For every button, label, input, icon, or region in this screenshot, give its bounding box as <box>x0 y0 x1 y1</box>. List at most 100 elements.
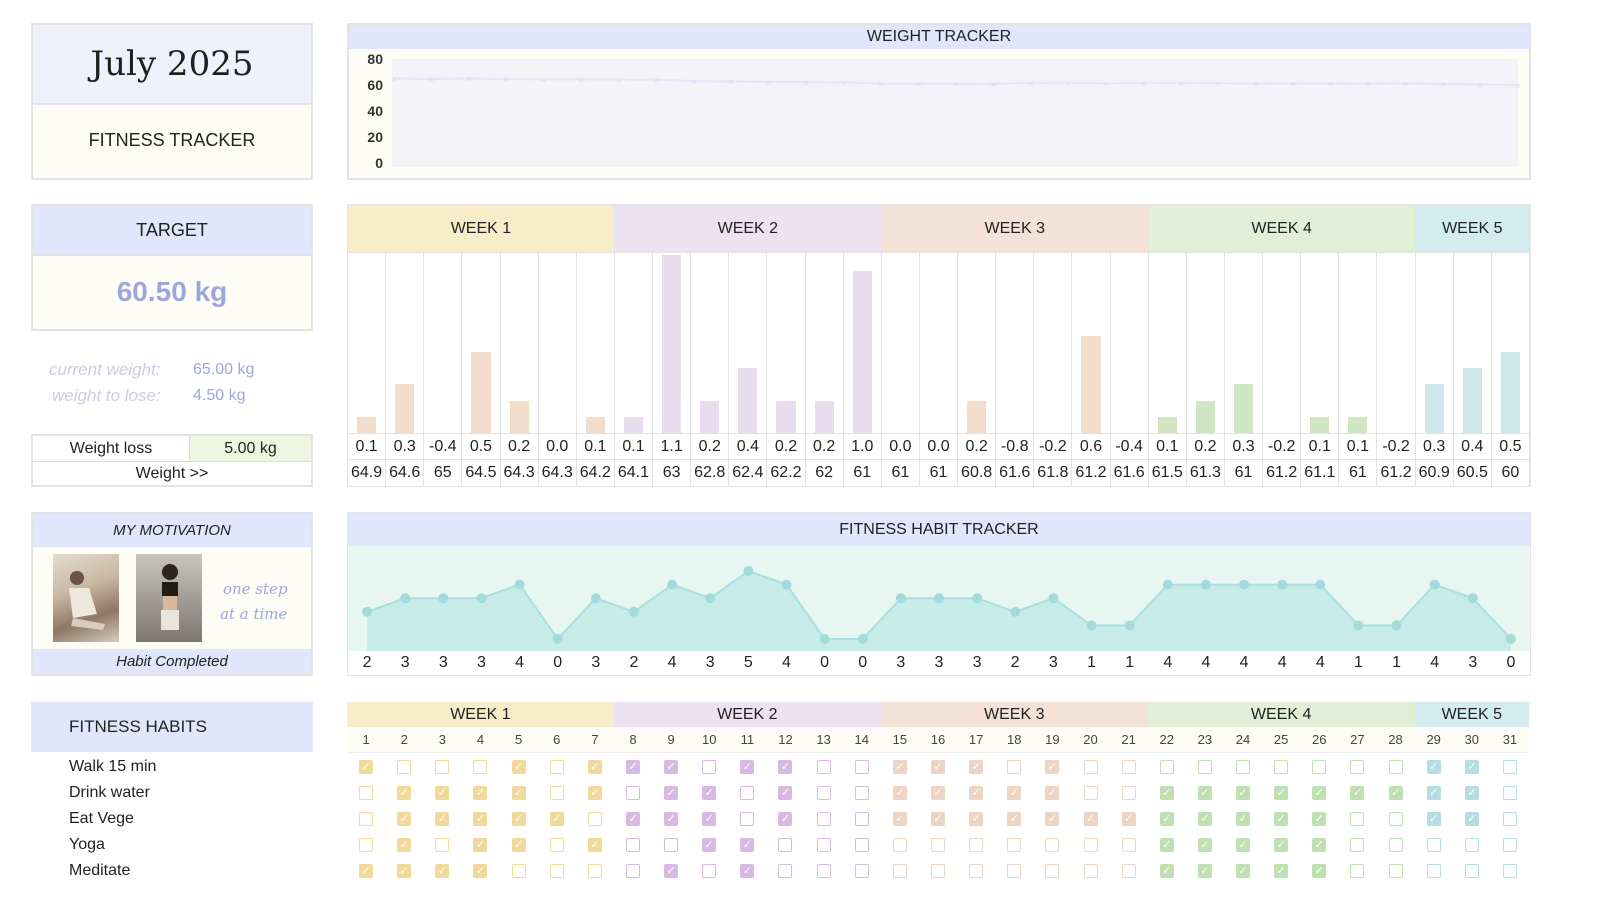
habit-checkbox[interactable] <box>1502 786 1517 800</box>
habit-checkbox[interactable] <box>1464 864 1479 878</box>
habit-checkbox[interactable]: ✓ <box>625 760 640 774</box>
habit-checkbox[interactable] <box>740 786 755 800</box>
habit-checkbox[interactable] <box>816 786 831 800</box>
habit-checkbox[interactable]: ✓ <box>587 760 602 774</box>
habit-checkbox[interactable]: ✓ <box>1159 786 1174 800</box>
habit-checkbox[interactable]: ✓ <box>473 864 488 878</box>
habit-checkbox[interactable] <box>892 864 907 878</box>
habit-checkbox[interactable] <box>1007 864 1022 878</box>
habit-checkbox[interactable] <box>1121 838 1136 852</box>
habit-checkbox[interactable] <box>1159 760 1174 774</box>
habit-checkbox[interactable]: ✓ <box>511 760 526 774</box>
habit-checkbox[interactable]: ✓ <box>435 786 450 800</box>
habit-checkbox[interactable]: ✓ <box>1312 786 1327 800</box>
habit-checkbox[interactable] <box>1502 812 1517 826</box>
habit-checkbox[interactable] <box>969 864 984 878</box>
habit-checkbox[interactable] <box>854 786 869 800</box>
habit-checkbox[interactable]: ✓ <box>1045 812 1060 826</box>
habit-checkbox[interactable] <box>854 864 869 878</box>
habit-checkbox[interactable] <box>359 786 374 800</box>
habit-checkbox[interactable] <box>625 864 640 878</box>
habit-checkbox[interactable]: ✓ <box>435 864 450 878</box>
habit-checkbox[interactable]: ✓ <box>397 812 412 826</box>
habit-checkbox[interactable]: ✓ <box>740 760 755 774</box>
habit-checkbox[interactable]: ✓ <box>1464 760 1479 774</box>
habit-checkbox[interactable]: ✓ <box>1083 812 1098 826</box>
habit-checkbox[interactable] <box>549 786 564 800</box>
habit-checkbox[interactable] <box>664 838 679 852</box>
habit-checkbox[interactable] <box>1045 838 1060 852</box>
habit-checkbox[interactable] <box>1007 838 1022 852</box>
habit-checkbox[interactable] <box>549 838 564 852</box>
habit-checkbox[interactable] <box>587 864 602 878</box>
habit-checkbox[interactable] <box>1388 838 1403 852</box>
habit-checkbox[interactable] <box>1426 838 1441 852</box>
habit-checkbox[interactable] <box>1464 838 1479 852</box>
habit-checkbox[interactable]: ✓ <box>892 812 907 826</box>
habit-checkbox[interactable]: ✓ <box>1464 812 1479 826</box>
habit-checkbox[interactable]: ✓ <box>892 760 907 774</box>
habit-checkbox[interactable]: ✓ <box>1426 760 1441 774</box>
habit-checkbox[interactable] <box>1426 864 1441 878</box>
habit-checkbox[interactable]: ✓ <box>702 812 717 826</box>
habit-checkbox[interactable] <box>816 838 831 852</box>
habit-checkbox[interactable]: ✓ <box>969 760 984 774</box>
habit-checkbox[interactable] <box>854 812 869 826</box>
habit-checkbox[interactable] <box>435 760 450 774</box>
habit-checkbox[interactable] <box>1502 864 1517 878</box>
habit-checkbox[interactable] <box>740 812 755 826</box>
habit-checkbox[interactable]: ✓ <box>549 812 564 826</box>
habit-checkbox[interactable] <box>625 838 640 852</box>
habit-checkbox[interactable]: ✓ <box>1312 838 1327 852</box>
habit-checkbox[interactable]: ✓ <box>1159 812 1174 826</box>
habit-checkbox[interactable] <box>397 760 412 774</box>
habit-checkbox[interactable]: ✓ <box>1388 786 1403 800</box>
habit-checkbox[interactable]: ✓ <box>931 760 945 774</box>
habit-checkbox[interactable] <box>1502 838 1517 852</box>
habit-checkbox[interactable] <box>1312 760 1327 774</box>
habit-checkbox[interactable]: ✓ <box>511 838 526 852</box>
habit-checkbox[interactable]: ✓ <box>664 812 679 826</box>
habit-checkbox[interactable]: ✓ <box>1197 812 1212 826</box>
habit-checkbox[interactable] <box>625 786 640 800</box>
habit-checkbox[interactable] <box>1236 760 1251 774</box>
habit-checkbox[interactable]: ✓ <box>1426 812 1441 826</box>
habit-checkbox[interactable]: ✓ <box>1426 786 1441 800</box>
habit-checkbox[interactable] <box>359 812 374 826</box>
habit-checkbox[interactable]: ✓ <box>587 838 602 852</box>
habit-checkbox[interactable]: ✓ <box>397 786 412 800</box>
habit-checkbox[interactable]: ✓ <box>625 812 640 826</box>
habit-checkbox[interactable] <box>587 812 602 826</box>
habit-checkbox[interactable] <box>1388 864 1403 878</box>
habit-checkbox[interactable]: ✓ <box>702 838 717 852</box>
habit-checkbox[interactable]: ✓ <box>931 812 945 826</box>
habit-checkbox[interactable] <box>549 864 564 878</box>
habit-checkbox[interactable]: ✓ <box>778 812 793 826</box>
habit-checkbox[interactable]: ✓ <box>1236 786 1251 800</box>
habit-checkbox[interactable] <box>473 760 488 774</box>
habit-checkbox[interactable]: ✓ <box>1464 786 1479 800</box>
habit-checkbox[interactable] <box>778 838 793 852</box>
habit-checkbox[interactable]: ✓ <box>1312 812 1327 826</box>
habit-checkbox[interactable]: ✓ <box>664 760 679 774</box>
habit-checkbox[interactable]: ✓ <box>740 838 755 852</box>
habit-checkbox[interactable] <box>1350 864 1365 878</box>
habit-checkbox[interactable]: ✓ <box>587 786 602 800</box>
habit-checkbox[interactable]: ✓ <box>664 864 679 878</box>
habit-checkbox[interactable] <box>778 864 793 878</box>
habit-checkbox[interactable]: ✓ <box>778 786 793 800</box>
habit-checkbox[interactable]: ✓ <box>778 760 793 774</box>
habit-checkbox[interactable] <box>1274 760 1289 774</box>
habit-checkbox[interactable]: ✓ <box>473 838 488 852</box>
habit-checkbox[interactable]: ✓ <box>397 864 412 878</box>
habit-checkbox[interactable] <box>854 760 869 774</box>
habit-checkbox[interactable]: ✓ <box>1007 812 1022 826</box>
habit-checkbox[interactable]: ✓ <box>435 812 450 826</box>
habit-checkbox[interactable]: ✓ <box>1007 786 1022 800</box>
habit-checkbox[interactable] <box>435 838 450 852</box>
habit-checkbox[interactable] <box>359 838 374 852</box>
habit-checkbox[interactable]: ✓ <box>1121 812 1136 826</box>
habit-checkbox[interactable]: ✓ <box>1159 838 1174 852</box>
habit-checkbox[interactable] <box>1083 760 1098 774</box>
habit-checkbox[interactable]: ✓ <box>892 786 907 800</box>
